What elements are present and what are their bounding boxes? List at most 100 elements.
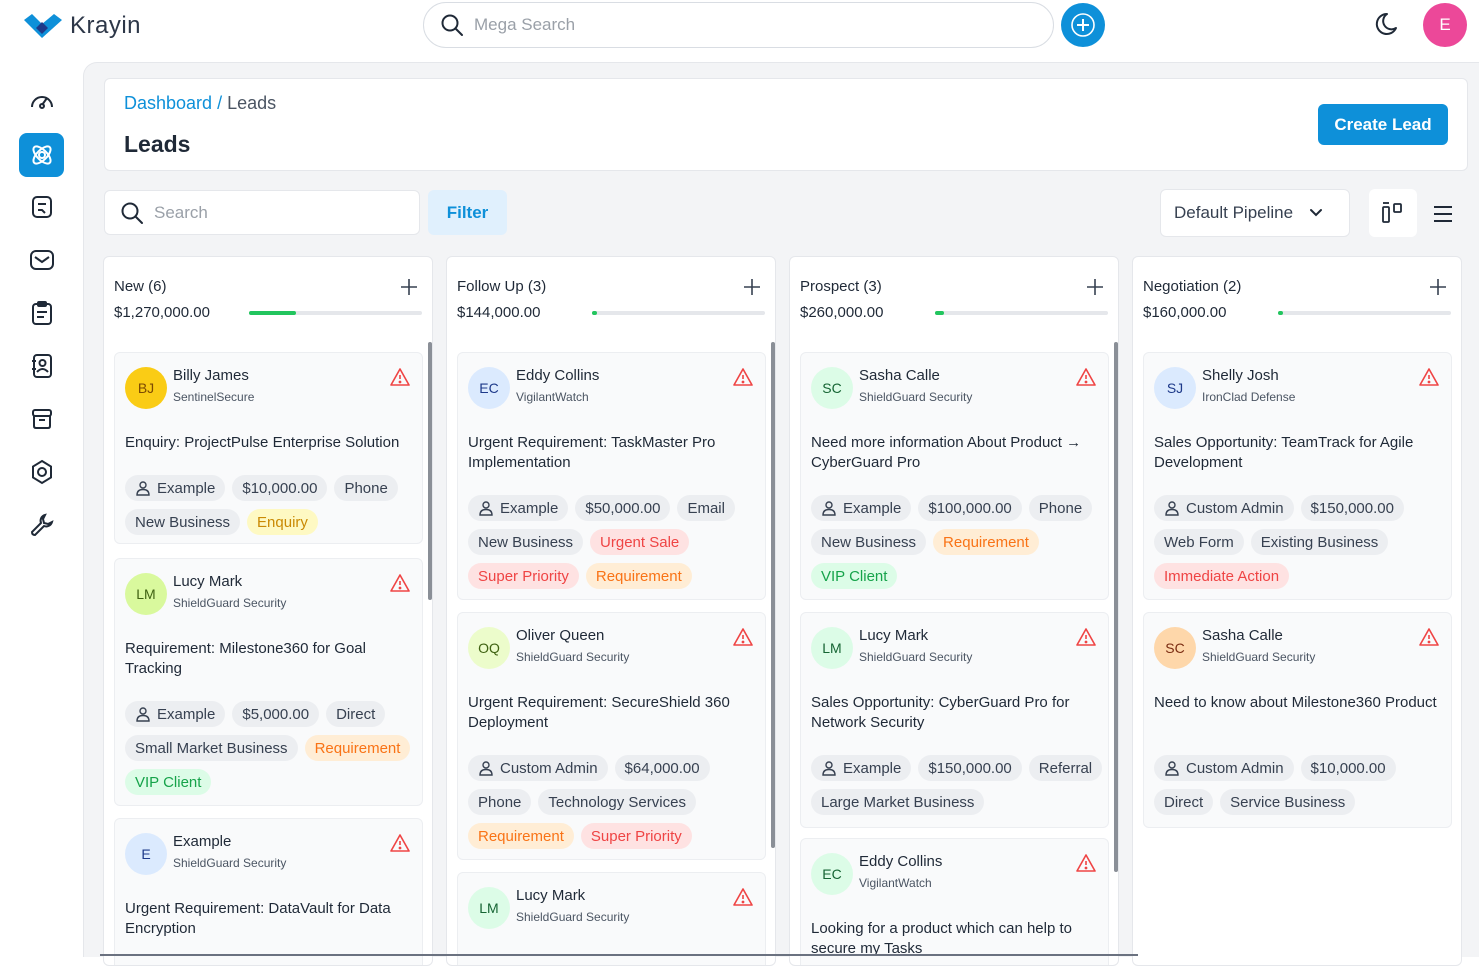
rotten-lead-warning[interactable] (1419, 627, 1439, 652)
leads-search-input[interactable] (154, 202, 394, 223)
lead-contact-name: Eddy Collins (516, 367, 600, 384)
rotten-lead-warning[interactable] (1076, 367, 1096, 392)
lead-card[interactable]: EC Eddy Collins VigilantWatch Urgent Req… (457, 352, 766, 600)
rotten-lead-warning[interactable] (390, 573, 410, 598)
user-avatar[interactable]: E (1423, 3, 1467, 47)
sidebar-item-configuration[interactable] (19, 503, 64, 547)
lead-card[interactable]: SC Sasha Calle ShieldGuard Security Need… (800, 352, 1109, 600)
lead-title: Urgent Requirement: DataVault for Data E… (125, 900, 391, 937)
add-lead-to-stage-button[interactable] (743, 278, 761, 301)
breadcrumb-dashboard[interactable]: Dashboard (124, 93, 213, 113)
lead-avatar: SC (1154, 627, 1196, 669)
column-total: $144,000.00 (457, 304, 541, 321)
add-lead-to-stage-button[interactable] (400, 278, 418, 301)
rotten-lead-warning[interactable] (733, 367, 753, 392)
lead-card[interactable]: OQ Oliver Queen ShieldGuard Security Urg… (457, 612, 766, 860)
column-title: Prospect (3) (800, 278, 882, 295)
lead-tag: $100,000.00 (918, 495, 1022, 521)
rotten-lead-warning[interactable] (1076, 627, 1096, 652)
dark-mode-toggle[interactable] (1374, 9, 1404, 44)
page-header: Dashboard / Leads Leads Create Lead (104, 78, 1468, 171)
lead-tag: Email (677, 495, 735, 521)
lead-tag-label: Super Priority (590, 827, 682, 845)
app-logo[interactable]: Krayin (22, 12, 141, 40)
lead-tag-label: Example (157, 705, 216, 723)
lead-tag-label: Requirement (943, 533, 1029, 551)
sidebar-item-settings[interactable] (19, 450, 64, 494)
lead-tag: $50,000.00 (575, 495, 671, 521)
pipeline-select[interactable]: Default Pipeline (1160, 189, 1350, 237)
lead-card[interactable]: LM Lucy Mark ShieldGuard Security Sales … (800, 612, 1109, 828)
lead-title: Sales Opportunity: CyberGuard Pro for Ne… (811, 694, 1070, 731)
column-header: Follow Up (3) $144,000.00 (447, 257, 775, 337)
lead-card[interactable]: SC Sasha Calle ShieldGuard Security Need… (1143, 612, 1452, 828)
lead-tag-label: Custom Admin (1186, 499, 1284, 517)
filter-button[interactable]: Filter (428, 190, 507, 235)
stage-progress-bar (249, 311, 422, 315)
plus-icon (1071, 13, 1095, 37)
column-scrollbar[interactable] (428, 342, 432, 600)
sidebar-item-dashboard[interactable] (19, 79, 64, 123)
sidebar-item-leads[interactable] (19, 133, 64, 177)
mega-search[interactable] (423, 2, 1054, 48)
warning-icon (733, 628, 753, 646)
lead-owner-tag: Example (125, 475, 226, 501)
column-title: New (6) (114, 278, 167, 295)
lead-card[interactable]: BJ Billy James SentinelSecure Enquiry: P… (114, 352, 423, 544)
stage-progress-fill (592, 311, 598, 315)
lead-tag: VIP Client (125, 769, 212, 795)
lead-tag-label: New Business (478, 533, 574, 551)
lead-tag: Requirement (304, 735, 411, 761)
column-scrollbar[interactable] (771, 342, 775, 848)
create-lead-button[interactable]: Create Lead (1318, 104, 1448, 145)
list-view-button[interactable] (1430, 201, 1456, 232)
rotten-lead-warning[interactable] (733, 627, 753, 652)
lead-card[interactable]: SJ Shelly Josh IronClad Defense Sales Op… (1143, 352, 1452, 600)
lead-card[interactable]: E Example ShieldGuard Security Urgent Re… (114, 818, 423, 965)
lead-owner-tag: Example (811, 495, 912, 521)
lead-tag-label: Phone (478, 793, 522, 811)
lead-tag: Existing Business (1250, 529, 1389, 555)
warning-icon (1076, 628, 1096, 646)
add-lead-to-stage-button[interactable] (1429, 278, 1447, 301)
horizontal-scrollbar[interactable] (100, 954, 1138, 956)
rotten-lead-warning[interactable] (733, 887, 753, 912)
lead-card[interactable]: LM Lucy Mark ShieldGuard Security (457, 872, 766, 965)
lead-organization: ShieldGuard Security (859, 390, 973, 404)
mail-icon (29, 250, 54, 270)
lead-avatar: EC (811, 853, 853, 895)
lead-owner-tag: Example (811, 755, 912, 781)
lead-tag-label: Web Form (1164, 533, 1234, 551)
sidebar-item-products[interactable] (19, 397, 64, 441)
rotten-lead-warning[interactable] (1076, 853, 1096, 878)
lead-tag-label: $100,000.00 (928, 499, 1012, 517)
add-lead-to-stage-button[interactable] (1086, 278, 1104, 301)
lead-tag: Referral (1028, 755, 1103, 781)
mega-search-input[interactable] (474, 15, 994, 35)
lead-tag-label: $50,000.00 (585, 499, 661, 517)
kanban-column-negotiation: Negotiation (2) $160,000.00 SJ Shelly Jo… (1132, 256, 1462, 966)
rotten-lead-warning[interactable] (390, 367, 410, 392)
lead-card[interactable]: LM Lucy Mark ShieldGuard Security Requir… (114, 558, 423, 806)
lead-owner-tag: Custom Admin (468, 755, 608, 781)
lead-contact-name: Lucy Mark (859, 627, 929, 644)
sidebar-item-quotes[interactable] (19, 185, 64, 229)
column-scrollbar[interactable] (1114, 342, 1118, 872)
list-icon (1434, 206, 1452, 222)
lead-title: Urgent Requirement: TaskMaster Pro Imple… (468, 434, 716, 471)
sidebar-item-activities[interactable] (19, 291, 64, 335)
plus-icon (1430, 279, 1446, 295)
rotten-lead-warning[interactable] (390, 833, 410, 858)
lead-contact-name: Lucy Mark (173, 573, 243, 590)
sidebar-item-mail[interactable] (19, 238, 64, 282)
leads-search[interactable] (104, 190, 420, 235)
quick-create-button[interactable] (1061, 3, 1105, 47)
rotten-lead-warning[interactable] (1419, 367, 1439, 392)
lead-tag-label: Direct (336, 705, 376, 723)
lead-avatar: E (125, 833, 167, 875)
lead-title: Enquiry: ProjectPulse Enterprise Solutio… (125, 434, 400, 451)
lead-card[interactable]: EC Eddy Collins VigilantWatch Looking fo… (800, 838, 1109, 965)
kanban-view-button[interactable] (1369, 189, 1417, 237)
lead-tags: Example $5,000.00 Direct Small Market Busin… (125, 701, 420, 795)
sidebar-item-contacts[interactable] (19, 344, 64, 388)
